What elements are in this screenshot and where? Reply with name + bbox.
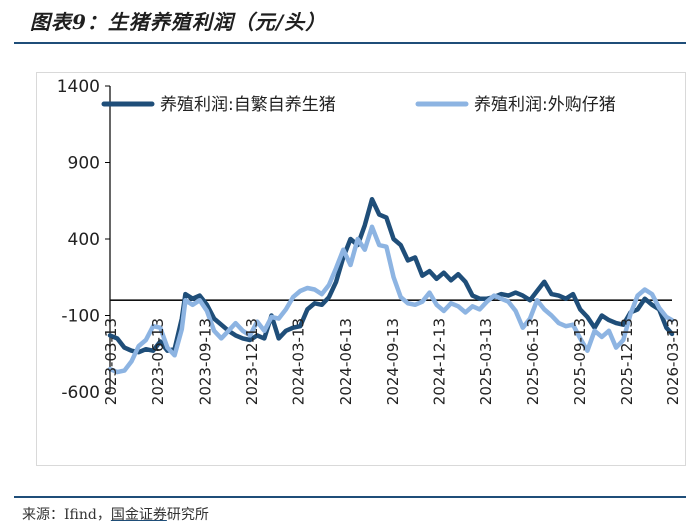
x-tick-label-10: 2025-09-13	[571, 318, 589, 405]
source-brand: 国金证券	[110, 507, 167, 523]
source-rule	[14, 496, 686, 498]
x-tick-label-7: 2024-12-13	[431, 318, 449, 405]
y-tick-label-1: 900	[68, 154, 100, 174]
figure-title: 图表9：生猪养殖利润（元/头）	[30, 10, 327, 34]
x-tick-label-9: 2025-06-13	[524, 318, 542, 405]
x-tick-label-11: 2025-12-13	[618, 318, 636, 405]
x-tick-label-1: 2023-06-13	[149, 318, 167, 405]
x-tick-label-0: 2023-03-13	[102, 318, 120, 405]
legend-label-2: 养殖利润:外购仔猪	[474, 95, 616, 115]
y-tick-label-3: -100	[61, 307, 100, 327]
x-tick-label-5: 2024-06-13	[337, 318, 355, 405]
y-tick-label-2: 400	[68, 230, 100, 250]
x-tick-label-8: 2025-03-13	[477, 318, 495, 405]
x-tick-label-2: 2023-09-13	[196, 318, 214, 405]
chart-frame	[36, 72, 686, 466]
y-tick-label-0: 1400	[57, 77, 100, 97]
x-tick-label-6: 2024-09-13	[384, 318, 402, 405]
y-tick-label-4: -600	[61, 383, 100, 403]
x-tick-label-4: 2024-03-13	[290, 318, 308, 405]
x-tick-label-3: 2023-12-13	[243, 318, 261, 405]
title-rule	[14, 42, 686, 44]
source-prefix: 来源：Ifind，	[22, 507, 111, 523]
source-suffix: 研究所	[166, 507, 209, 523]
series-line-1	[107, 196, 675, 355]
x-tick-label-12: 2026-03-13	[664, 318, 682, 405]
legend-label-1: 养殖利润:自繁自养生猪	[160, 95, 336, 115]
series-line-2	[107, 224, 675, 375]
source-note: 来源：Ifind，国金证券研究所	[22, 504, 209, 524]
